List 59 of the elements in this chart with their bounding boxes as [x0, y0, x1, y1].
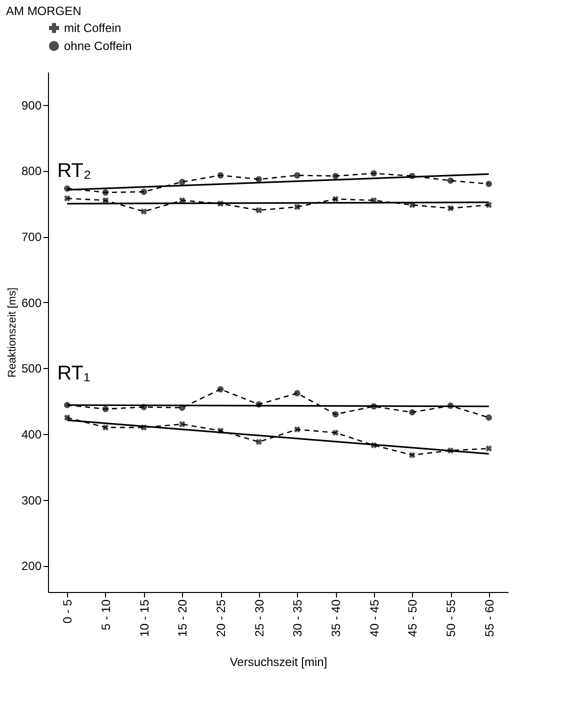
point: [179, 178, 186, 186]
y-axis-title: Reaktionszeit [ms]: [6, 288, 18, 378]
y-tick-label: 900: [21, 98, 42, 112]
x-tick-label: 25 - 30: [252, 599, 266, 637]
point: [294, 390, 300, 396]
x-tick-label: 30 - 35: [290, 599, 305, 637]
point: [447, 205, 454, 212]
x-tick-label: 15 - 20: [176, 599, 190, 637]
point: [486, 445, 492, 452]
y-tick-label: 500: [21, 362, 42, 376]
y-tick-label: 300: [21, 493, 42, 508]
point: [140, 208, 147, 215]
x-tick-label: 55 - 60: [482, 599, 496, 637]
point: [332, 196, 339, 202]
point: [179, 421, 186, 428]
point: [332, 430, 339, 436]
point: [409, 409, 416, 416]
point: [486, 414, 492, 421]
annotation: RT₂: [57, 160, 92, 182]
point: [332, 411, 339, 418]
y-tick-label: 200: [21, 559, 42, 574]
x-tick-label: 40 - 45: [367, 599, 382, 637]
x-tick-label: 35 - 40: [329, 599, 343, 637]
legend-label: ohne Coffein: [64, 39, 132, 53]
point: [294, 426, 300, 433]
point: [140, 188, 147, 195]
point: [217, 386, 224, 392]
point: [64, 195, 70, 202]
x-tick-label: 50 - 55: [444, 599, 458, 637]
point: [447, 177, 454, 184]
y-tick-label: 700: [21, 230, 42, 244]
point: [102, 406, 109, 412]
point: [294, 204, 300, 210]
x-tick-label: 5 - 10: [99, 599, 113, 630]
x-tick-label: 0 - 5: [60, 599, 75, 624]
y-tick-label: 400: [21, 428, 42, 442]
point: [332, 172, 339, 180]
point: [217, 172, 224, 178]
y-tick-label: 600: [21, 296, 42, 310]
point: [486, 202, 492, 208]
chart-title: AM MORGEN: [6, 4, 82, 18]
point: [256, 438, 262, 446]
x-tick-label: 45 - 50: [406, 599, 420, 637]
point: [370, 170, 377, 177]
point: [102, 197, 109, 204]
x-tick-label: 10 - 15: [137, 599, 152, 637]
legend-label: mit Coffein: [64, 21, 122, 35]
point: [486, 180, 492, 188]
point: [256, 176, 262, 182]
annotation: RT₁: [57, 362, 90, 385]
x-tick-label: 20 - 25: [214, 599, 228, 637]
point: [294, 172, 300, 178]
point: [102, 189, 109, 196]
x-axis-title: Versuchszeit [min]: [230, 654, 328, 669]
point: [409, 452, 416, 458]
y-tick-label: 800: [21, 164, 42, 178]
point: [256, 207, 262, 214]
point: [64, 414, 70, 421]
point: [102, 424, 109, 431]
